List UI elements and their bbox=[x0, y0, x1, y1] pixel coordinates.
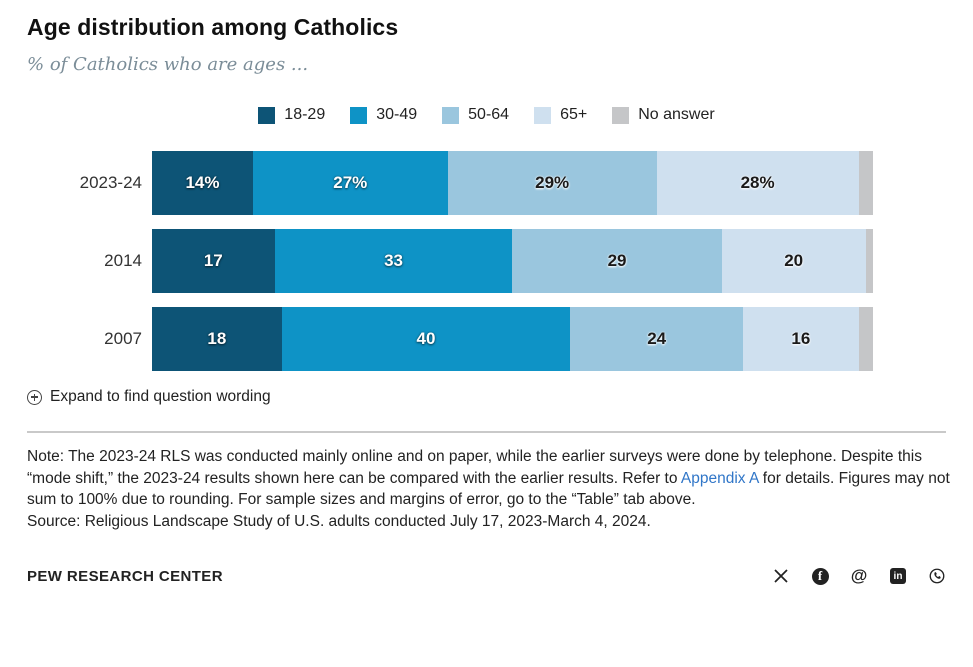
legend-label: 65+ bbox=[560, 106, 588, 123]
legend-item: 50-64 bbox=[442, 106, 509, 124]
bar-value-label: 40 bbox=[416, 329, 436, 348]
bar-segment[interactable] bbox=[858, 151, 873, 215]
bar-segment[interactable]: 29% bbox=[447, 151, 657, 215]
row-label: 2023-24 bbox=[79, 173, 142, 192]
bar-segment[interactable]: 28% bbox=[656, 151, 859, 215]
chart-row: 2014 17 33 29 20 bbox=[27, 229, 946, 293]
chart-row: 2023-24 14% 27% 29% 28% bbox=[27, 151, 946, 215]
bar-segment[interactable]: 24 bbox=[570, 307, 744, 371]
note-after-link: for details. Figures may not sum to 100%… bbox=[27, 469, 950, 509]
divider bbox=[27, 431, 946, 433]
appendix-a-link[interactable]: Appendix A bbox=[680, 469, 759, 487]
bar-value-label: 29% bbox=[535, 173, 570, 192]
bar-segment[interactable]: 27% bbox=[252, 151, 448, 215]
legend-label: 50-64 bbox=[468, 106, 510, 123]
bar-segment[interactable]: 29 bbox=[512, 229, 722, 293]
source-line: Source: Religious Landscape Study of U.S… bbox=[27, 512, 651, 530]
bar-track: 17 33 29 20 bbox=[152, 229, 873, 293]
bar-value-label: 33 bbox=[384, 251, 403, 270]
legend-label: No answer bbox=[638, 106, 715, 123]
bar-segment[interactable]: 18 bbox=[152, 307, 282, 371]
expand-question-wording-link[interactable]: Expand to find question wording bbox=[27, 388, 271, 406]
row-label: 2007 bbox=[104, 329, 142, 348]
legend-swatch-icon bbox=[534, 106, 552, 124]
bar-value-label: 14% bbox=[185, 173, 220, 192]
legend-swatch-icon bbox=[442, 106, 460, 124]
legend-swatch-icon bbox=[612, 106, 630, 124]
page-title: Age distribution among Catholics bbox=[27, 14, 399, 40]
facebook-icon[interactable]: f bbox=[811, 567, 829, 585]
bar-segment[interactable]: 33 bbox=[274, 229, 513, 293]
bar-value-label: 24 bbox=[647, 329, 667, 348]
chart-card: Age distribution among Catholics % of Ca… bbox=[27, 14, 951, 585]
chart-row: 2007 18 40 24 16 bbox=[27, 307, 946, 371]
expand-label: Expand to find question wording bbox=[50, 388, 271, 405]
bar-value-label: 16 bbox=[791, 329, 811, 348]
bar-segment[interactable]: 40 bbox=[281, 307, 571, 371]
bar-segment[interactable] bbox=[858, 307, 873, 371]
footer: PEW RESEARCH CENTER f @ in bbox=[27, 566, 946, 585]
bar-segment[interactable]: 20 bbox=[721, 229, 866, 293]
whatsapp-icon[interactable] bbox=[928, 567, 946, 585]
bar-segment[interactable]: 14% bbox=[152, 151, 253, 215]
chart-subtitle: % of Catholics who are ages ... bbox=[27, 54, 309, 75]
note-text: Note: The 2023-24 RLS was conducted main… bbox=[27, 446, 951, 532]
legend-label: 18-29 bbox=[284, 106, 326, 123]
bar-value-label: 29 bbox=[607, 251, 627, 270]
bar-value-label: 28% bbox=[740, 173, 775, 192]
bar-segment[interactable]: 17 bbox=[152, 229, 275, 293]
circled-plus-icon bbox=[27, 389, 42, 405]
legend-item: 65+ bbox=[534, 106, 587, 124]
bar-value-label: 17 bbox=[203, 251, 223, 270]
legend-item: No answer bbox=[612, 106, 715, 124]
legend-item: 18-29 bbox=[258, 106, 325, 124]
legend-swatch-icon bbox=[350, 106, 368, 124]
pew-research-center-logo: PEW RESEARCH CENTER bbox=[27, 567, 223, 585]
legend-swatch-icon bbox=[258, 106, 276, 124]
note-before-link: Note: The 2023-24 RLS was conducted main… bbox=[27, 448, 922, 487]
bar-value-label: 27% bbox=[333, 173, 368, 192]
social-share-bar: f @ in bbox=[772, 566, 946, 585]
chart-legend: 18-29 30-49 50-64 65+ No answer bbox=[27, 106, 946, 124]
stacked-bar-chart: 2023-24 14% 27% 29% 28% 2014 17 33 29 20 2007 18 40 2… bbox=[27, 151, 946, 371]
bar-segment[interactable]: 16 bbox=[743, 307, 859, 371]
legend-item: 30-49 bbox=[350, 106, 417, 124]
linkedin-icon[interactable]: in bbox=[889, 567, 907, 585]
threads-icon[interactable]: @ bbox=[850, 566, 868, 585]
bar-track: 18 40 24 16 bbox=[152, 307, 873, 371]
bar-segment[interactable] bbox=[865, 229, 873, 293]
bar-value-label: 18 bbox=[207, 329, 227, 348]
bar-track: 14% 27% 29% 28% bbox=[152, 151, 873, 215]
row-label: 2014 bbox=[104, 251, 142, 270]
bar-value-label: 20 bbox=[784, 251, 804, 270]
legend-label: 30-49 bbox=[376, 106, 418, 123]
x-twitter-icon[interactable] bbox=[772, 567, 790, 585]
